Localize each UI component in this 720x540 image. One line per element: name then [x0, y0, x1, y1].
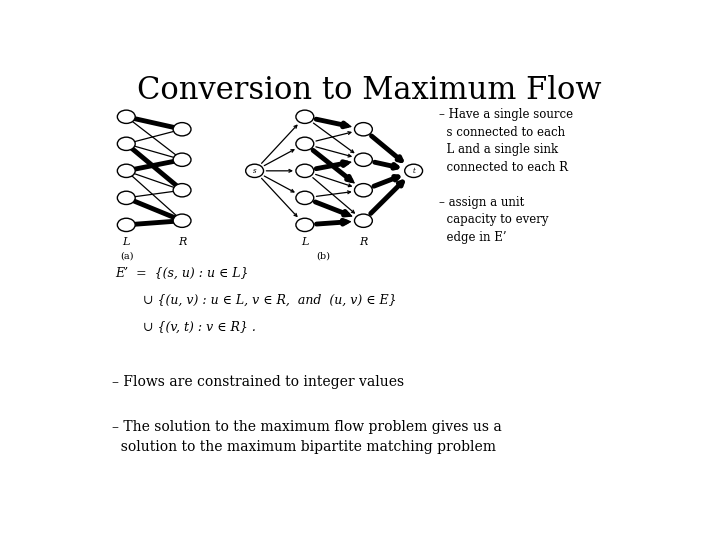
- Circle shape: [173, 123, 191, 136]
- Circle shape: [296, 137, 314, 151]
- Text: – Flows are constrained to integer values: – Flows are constrained to integer value…: [112, 375, 405, 389]
- Circle shape: [246, 164, 264, 178]
- Circle shape: [296, 164, 314, 178]
- Circle shape: [117, 164, 135, 178]
- Circle shape: [354, 123, 372, 136]
- Circle shape: [354, 214, 372, 227]
- Circle shape: [117, 218, 135, 232]
- Circle shape: [173, 184, 191, 197]
- Circle shape: [117, 110, 135, 124]
- Circle shape: [173, 214, 191, 227]
- Text: R: R: [178, 238, 186, 247]
- Text: L: L: [301, 238, 308, 247]
- Text: – assign a unit
  capacity to every
  edge in E’: – assign a unit capacity to every edge i…: [438, 196, 548, 244]
- Circle shape: [354, 184, 372, 197]
- Text: s: s: [253, 167, 256, 175]
- Circle shape: [405, 164, 423, 178]
- Circle shape: [296, 110, 314, 124]
- Text: t: t: [413, 167, 415, 175]
- Text: – Have a single source
  s connected to each
  L and a single sink
  connected t: – Have a single source s connected to ea…: [438, 109, 573, 174]
- Text: – The solution to the maximum flow problem gives us a
  solution to the maximum : – The solution to the maximum flow probl…: [112, 420, 502, 454]
- Text: Conversion to Maximum Flow: Conversion to Maximum Flow: [137, 75, 601, 106]
- Circle shape: [296, 218, 314, 232]
- Text: ∪ {(u, v) : u ∈ L, v ∈ R,  and  (u, v) ∈ E}: ∪ {(u, v) : u ∈ L, v ∈ R, and (u, v) ∈ E…: [115, 294, 397, 307]
- Text: E’  =  {(s, u) : u ∈ L}: E’ = {(s, u) : u ∈ L}: [115, 266, 248, 280]
- Circle shape: [354, 153, 372, 166]
- Text: L: L: [122, 238, 130, 247]
- Text: (b): (b): [316, 252, 330, 261]
- Text: R: R: [359, 238, 368, 247]
- Text: (a): (a): [121, 252, 134, 261]
- Circle shape: [296, 191, 314, 205]
- Circle shape: [117, 137, 135, 151]
- Circle shape: [173, 153, 191, 166]
- Circle shape: [117, 191, 135, 205]
- Text: ∪ {(v, t) : v ∈ R} .: ∪ {(v, t) : v ∈ R} .: [115, 321, 256, 334]
